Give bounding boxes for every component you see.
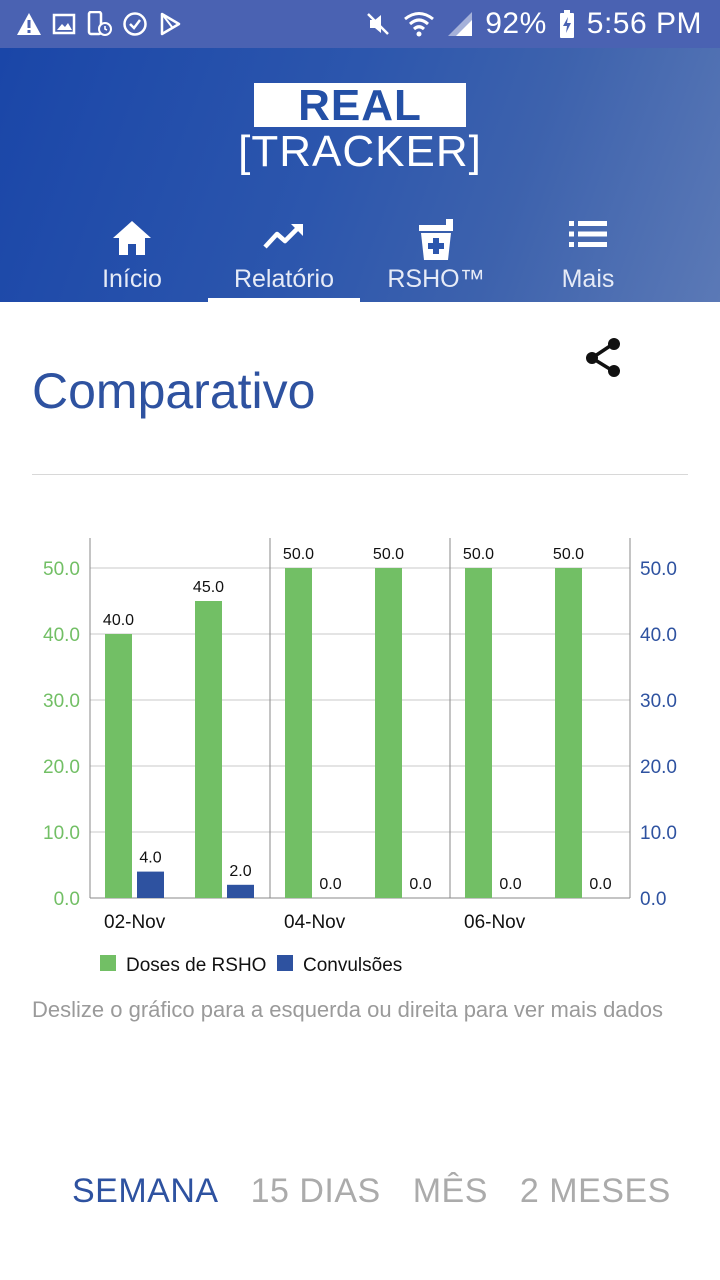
- status-bar: 92% 5:56 PM: [0, 0, 720, 48]
- active-tab-indicator: [208, 298, 360, 302]
- tab-label: Mais: [561, 265, 615, 293]
- data-label: 0.0: [589, 876, 611, 893]
- notification-icons: [16, 10, 182, 38]
- mute-icon: [367, 13, 390, 35]
- data-label: 0.0: [499, 876, 521, 893]
- legend-swatch-doses: [100, 955, 116, 971]
- y-right-tick-label: 20.0: [640, 757, 677, 778]
- home-icon: [113, 221, 151, 255]
- data-label: 45.0: [193, 579, 224, 596]
- wifi-icon: [404, 12, 435, 37]
- page-title: Comparativo: [32, 363, 316, 419]
- system-status: 92% 5:56 PM: [365, 7, 702, 40]
- y-right-tick-label: 10.0: [640, 823, 677, 844]
- divider: [32, 474, 688, 475]
- medicine-jar-icon: [419, 219, 453, 260]
- bar-doses-rsho: [375, 568, 402, 898]
- play-store-icon: [160, 12, 181, 36]
- comparison-chart[interactable]: 0.0 10.0 20.0 30.0 40.0 50.0 0.0 10.0 20.0 30.0 40…: [0, 520, 720, 990]
- battery-percent: 92%: [485, 7, 547, 40]
- share-icon: [586, 338, 620, 377]
- app-header: REAL [TRACKER] Início Relatório RSHO™: [0, 48, 720, 302]
- range-tab-15-dias[interactable]: 15 DIAS: [250, 1172, 381, 1210]
- range-tab-mes[interactable]: MÊS: [412, 1172, 488, 1210]
- y-left-tick-label: 30.0: [43, 691, 80, 712]
- data-label: 50.0: [283, 546, 314, 563]
- y-left-tick-label: 50.0: [43, 559, 80, 580]
- y-left-tick-label: 10.0: [43, 823, 80, 844]
- y-left-tick-label: 20.0: [43, 757, 80, 778]
- tab-label: RSHO™: [387, 265, 485, 293]
- data-label: 50.0: [553, 546, 584, 563]
- data-label: 0.0: [409, 876, 431, 893]
- data-label: 2.0: [229, 863, 251, 880]
- trending-up-icon: [263, 224, 303, 249]
- y-left-tick-label: 0.0: [54, 889, 80, 910]
- warning-icon: [17, 13, 41, 35]
- menu-list-icon: [569, 221, 607, 247]
- tab-mais[interactable]: Mais: [512, 213, 664, 302]
- share-button[interactable]: [580, 334, 628, 382]
- phone-clock-icon: [87, 11, 112, 36]
- legend-label-doses: Doses de RSHO: [126, 955, 266, 976]
- legend-swatch-convulsoes: [277, 955, 293, 971]
- y-right-tick-label: 0.0: [640, 889, 666, 910]
- image-icon: [52, 13, 76, 35]
- bar-doses-rsho: [555, 568, 582, 898]
- data-label: 40.0: [103, 612, 134, 629]
- range-tab-2-meses[interactable]: 2 MESES: [519, 1172, 671, 1210]
- data-label: 50.0: [463, 546, 494, 563]
- clock: 5:56 PM: [586, 7, 702, 40]
- logo: REAL: [254, 83, 466, 129]
- bar-doses-rsho: [285, 568, 312, 898]
- y-right-tick-label: 40.0: [640, 625, 677, 646]
- signal-icon: [448, 12, 473, 36]
- data-label: 4.0: [139, 850, 161, 867]
- tab-inicio[interactable]: Início: [56, 213, 208, 302]
- tab-label: Relatório: [233, 265, 335, 293]
- bar-doses-rsho: [195, 601, 222, 898]
- tab-relatorio[interactable]: Relatório: [208, 213, 360, 302]
- legend-label-convulsoes: Convulsões: [303, 955, 402, 976]
- tab-label: Início: [102, 265, 162, 293]
- logo-subtitle: [TRACKER]: [238, 127, 482, 176]
- y-left-tick-label: 40.0: [43, 625, 80, 646]
- data-label: 50.0: [373, 546, 404, 563]
- data-label: 0.0: [319, 876, 341, 893]
- x-tick-label: 02-Nov: [104, 912, 166, 933]
- bar-doses-rsho: [465, 568, 492, 898]
- tab-rsho[interactable]: RSHO™: [360, 213, 512, 302]
- check-circle-icon: [123, 12, 147, 36]
- range-tabs: SEMANA 15 DIAS MÊS 2 MESES: [72, 1172, 671, 1211]
- y-right-tick-label: 50.0: [640, 559, 677, 580]
- bar-convulsoes: [137, 871, 164, 898]
- range-tab-semana[interactable]: SEMANA: [72, 1172, 219, 1210]
- y-right-tick-label: 30.0: [640, 691, 677, 712]
- x-tick-label: 06-Nov: [464, 912, 526, 933]
- battery-charging-icon: [559, 10, 574, 38]
- bar-doses-rsho: [105, 634, 132, 898]
- swipe-hint: Deslize o gráfico para a esquerda ou dir…: [32, 997, 664, 1022]
- bar-convulsoes: [227, 884, 254, 898]
- x-tick-label: 04-Nov: [284, 912, 346, 933]
